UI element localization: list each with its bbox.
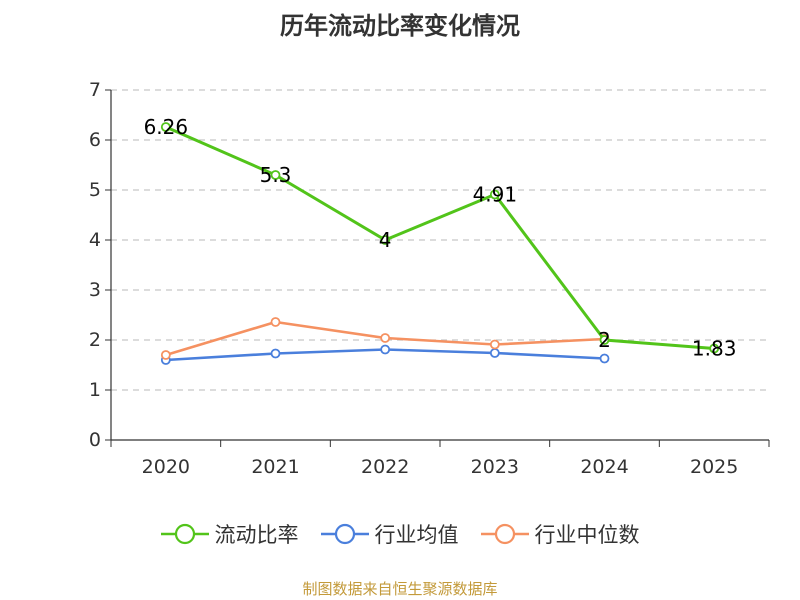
- x-tick-label: 2025: [690, 456, 738, 478]
- chart-title: 历年流动比率变化情况: [280, 12, 520, 40]
- data-point[interactable]: [709, 343, 720, 354]
- legend: 流动比率 行业均值 行业中位数: [0, 519, 800, 549]
- data-point[interactable]: [380, 235, 391, 245]
- legend-line-circle-icon: [320, 523, 369, 545]
- data-point[interactable]: [270, 317, 281, 327]
- x-tick-label: 2024: [580, 456, 628, 478]
- x-tick-label: 2023: [471, 456, 519, 478]
- legend-item[interactable]: 行业均值: [320, 519, 459, 549]
- y-tick-label: 2: [89, 329, 101, 351]
- x-tick-label: 2020: [142, 456, 190, 478]
- y-tick-label: 0: [89, 429, 101, 451]
- data-point[interactable]: [380, 344, 391, 355]
- data-point[interactable]: [599, 353, 610, 364]
- data-label: 1.83: [692, 337, 737, 361]
- data-point[interactable]: [489, 189, 500, 200]
- data-point[interactable]: [380, 333, 391, 343]
- data-label: 4.91: [473, 183, 518, 207]
- data-point[interactable]: [160, 122, 171, 132]
- data-point[interactable]: [160, 350, 171, 360]
- data-point[interactable]: [489, 339, 500, 350]
- y-tick-label: 7: [89, 79, 101, 101]
- y-tick-label: 4: [89, 229, 101, 251]
- data-label: 5.3: [260, 163, 292, 187]
- y-tick-label: 1: [89, 379, 101, 401]
- data-point[interactable]: [270, 170, 281, 180]
- x-tick-label: 2022: [361, 456, 409, 478]
- y-tick-label: 6: [89, 129, 101, 151]
- legend-line-circle-icon: [160, 523, 209, 545]
- series-line-0: [165, 125, 715, 350]
- data-label: 6.26: [144, 115, 189, 139]
- legend-label: 行业均值: [374, 523, 459, 547]
- axes: 0 1 2 3 4 5 6 7 2020 2021 2022 2023 2024 2025: [89, 79, 770, 478]
- series-layer: [160, 122, 720, 365]
- source-note: 制图数据来自恒生聚源数据库: [302, 580, 498, 598]
- y-tick-label: 5: [89, 179, 101, 201]
- legend-item[interactable]: 行业中位数: [480, 519, 640, 549]
- x-tick-label: 2021: [251, 456, 299, 478]
- legend-label: 流动比率: [214, 523, 299, 547]
- data-point[interactable]: [489, 348, 500, 358]
- y-tick-label: 3: [89, 279, 101, 301]
- legend-label: 行业中位数: [534, 523, 640, 547]
- data-point[interactable]: [270, 348, 281, 359]
- data-labels: 6.26 5.3 4 4.91 2 1.83: [144, 115, 737, 361]
- data-point[interactable]: [599, 335, 610, 345]
- legend-line-circle-icon: [480, 523, 529, 545]
- legend-item[interactable]: 流动比率: [160, 519, 299, 549]
- data-label: 4: [379, 228, 392, 252]
- data-label: 2: [598, 328, 611, 352]
